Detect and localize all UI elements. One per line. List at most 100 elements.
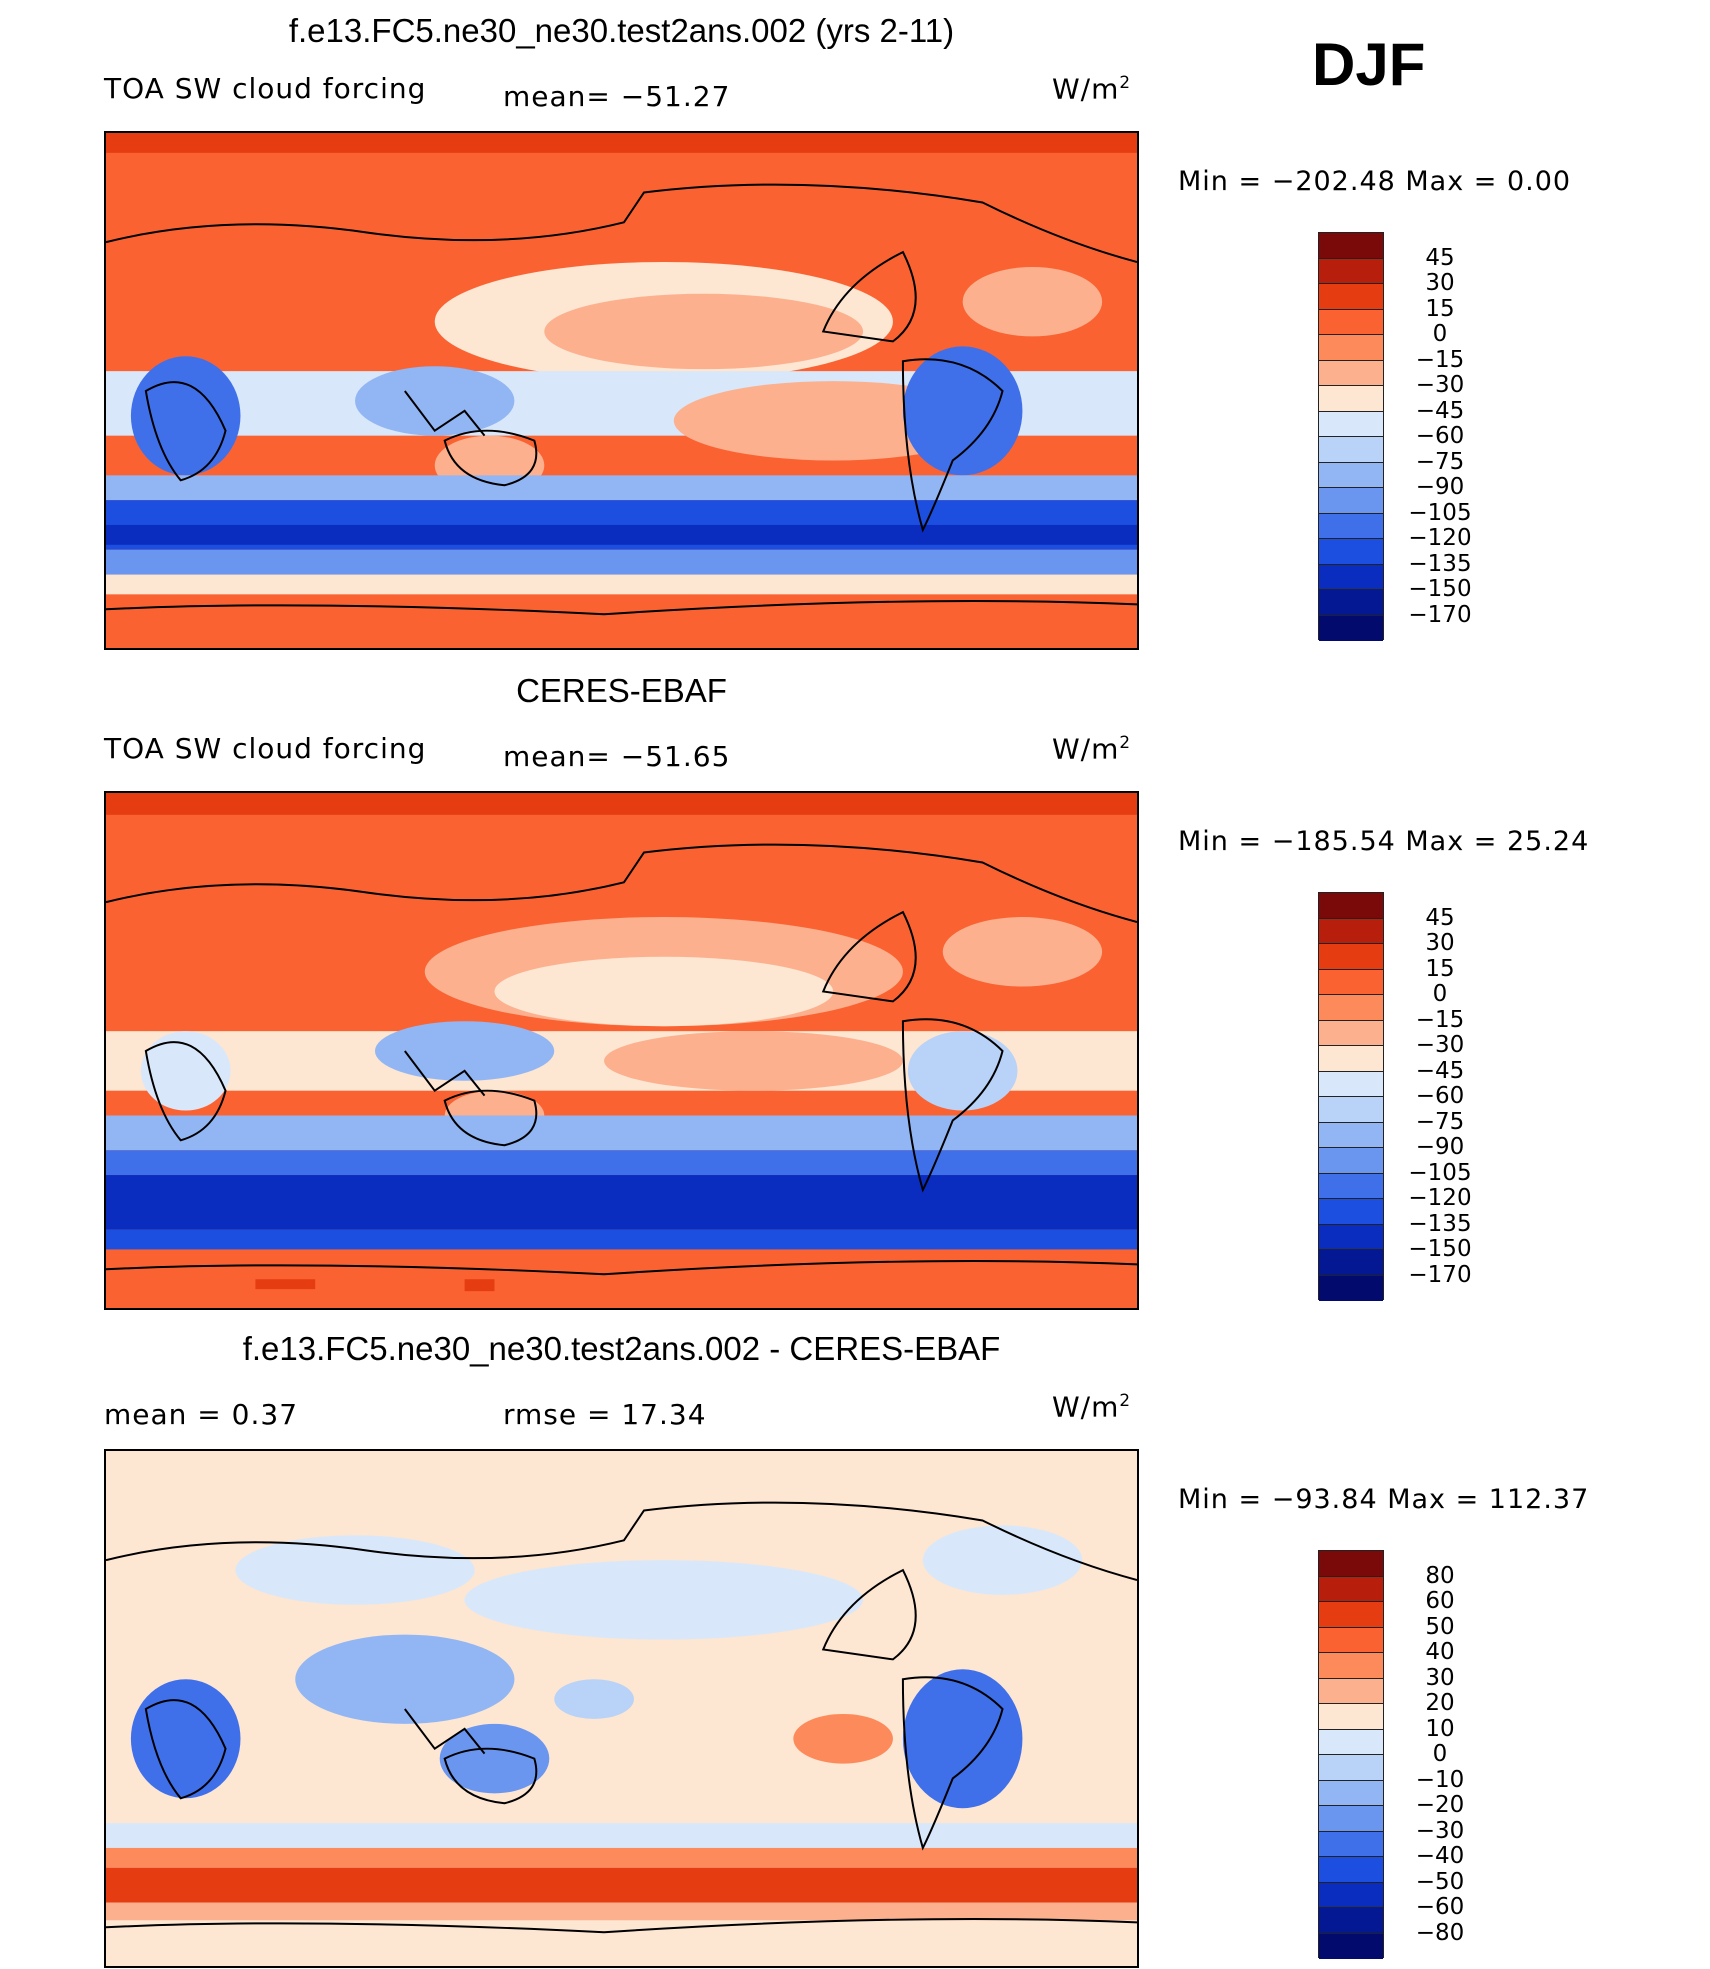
colorbar-tick-label: −75 — [1415, 1108, 1465, 1135]
colorbar-swatch — [1319, 284, 1383, 310]
colorbar-tick-label: 20 — [1425, 1690, 1455, 1716]
panel-3-colorbar — [1318, 1550, 1384, 1959]
colorbar-tick-label: 0 — [1432, 321, 1448, 347]
colorbar-tick-label: 15 — [1425, 295, 1455, 322]
panel-3-map — [104, 1449, 1139, 1968]
colorbar-swatch — [1319, 258, 1383, 284]
colorbar-tick-label: −30 — [1415, 1817, 1465, 1844]
colorbar-tick-label: −75 — [1415, 448, 1465, 475]
colorbar-swatch — [1319, 1551, 1383, 1577]
colorbar-swatch — [1319, 1857, 1383, 1883]
panel-1-colorbar — [1318, 232, 1384, 641]
colorbar-swatch — [1319, 1097, 1383, 1123]
colorbar-tick-label: −170 — [1408, 1261, 1472, 1288]
colorbar-tick-label: 15 — [1425, 955, 1455, 982]
colorbar-tick-label: −90 — [1415, 474, 1465, 500]
panel-3-units: W/m2 — [1052, 1390, 1132, 1424]
colorbar-tick-label: −15 — [1415, 346, 1465, 373]
colorbar-swatch — [1319, 1122, 1383, 1148]
colorbar-swatch — [1319, 1729, 1383, 1755]
colorbar-swatch — [1319, 1071, 1383, 1097]
colorbar-swatch — [1319, 386, 1383, 412]
colorbar-tick-label: −10 — [1415, 1766, 1465, 1793]
colorbar-tick-label: −150 — [1408, 1236, 1472, 1262]
colorbar-swatch — [1319, 918, 1383, 944]
colorbar-tick-label: 30 — [1425, 930, 1455, 956]
colorbar-tick-label: −120 — [1408, 525, 1472, 551]
colorbar-tick-label: 80 — [1425, 1562, 1455, 1589]
panel-2-variable-label: TOA SW cloud forcing — [104, 732, 427, 765]
colorbar-swatch — [1319, 1908, 1383, 1934]
colorbar-tick-label: −105 — [1408, 1159, 1472, 1186]
colorbar-swatch — [1319, 1250, 1383, 1276]
colorbar-swatch — [1319, 1275, 1383, 1301]
panel-2-min-max: Min = −185.54 Max = 25.24 — [1178, 826, 1590, 857]
panel-1-min-max: Min = −202.48 Max = 0.00 — [1178, 166, 1572, 197]
colorbar-swatch — [1319, 564, 1383, 590]
colorbar-tick-label: 50 — [1425, 1613, 1455, 1640]
panel-2-map — [104, 791, 1139, 1310]
colorbar-tick-label: −150 — [1408, 576, 1472, 602]
colorbar-tick-label: 40 — [1425, 1639, 1455, 1665]
colorbar-swatch — [1319, 309, 1383, 335]
colorbar-tick-label: −90 — [1415, 1134, 1465, 1160]
colorbar-tick-label: 30 — [1425, 270, 1455, 296]
panel-1-units: W/m2 — [1052, 72, 1132, 106]
colorbar-tick-label: −40 — [1415, 1843, 1465, 1869]
colorbar-swatch — [1319, 335, 1383, 361]
colorbar-swatch — [1319, 1046, 1383, 1072]
colorbar-swatch — [1319, 1704, 1383, 1730]
panel-2-title: CERES-EBAF — [516, 672, 727, 709]
colorbar-swatch — [1319, 1780, 1383, 1806]
colorbar-tick-label: −135 — [1408, 550, 1472, 577]
colorbar-tick-label: 10 — [1425, 1715, 1455, 1742]
colorbar-swatch — [1319, 1020, 1383, 1046]
colorbar-swatch — [1319, 1933, 1383, 1959]
colorbar-swatch — [1319, 1199, 1383, 1225]
colorbar-swatch — [1319, 462, 1383, 488]
colorbar-tick-label: −30 — [1415, 1032, 1465, 1058]
colorbar-swatch — [1319, 411, 1383, 437]
colorbar-tick-label: 0 — [1432, 1741, 1448, 1767]
colorbar-swatch — [1319, 969, 1383, 995]
colorbar-tick-label: −60 — [1415, 423, 1465, 449]
colorbar-swatch — [1319, 1831, 1383, 1857]
colorbar-swatch — [1319, 590, 1383, 616]
colorbar-tick-label: −15 — [1415, 1006, 1465, 1033]
colorbar-swatch — [1319, 1806, 1383, 1832]
colorbar-swatch — [1319, 1173, 1383, 1199]
colorbar-swatch — [1319, 1755, 1383, 1781]
colorbar-swatch — [1319, 1627, 1383, 1653]
colorbar-tick-label: −45 — [1415, 1057, 1465, 1084]
colorbar-swatch — [1319, 995, 1383, 1021]
season-label: DJF — [1312, 31, 1426, 98]
colorbar-tick-label: −60 — [1415, 1083, 1465, 1109]
colorbar-tick-label: 45 — [1425, 244, 1455, 271]
panel-1-title: f.e13.FC5.ne30_ne30.test2ans.002 (yrs 2-… — [288, 12, 955, 49]
colorbar-tick-label: −30 — [1415, 372, 1465, 398]
colorbar-tick-label: −20 — [1415, 1792, 1465, 1818]
colorbar-swatch — [1319, 893, 1383, 919]
panel-2-colorbar — [1318, 892, 1384, 1301]
colorbar-swatch — [1319, 360, 1383, 386]
colorbar-tick-label: −60 — [1415, 1894, 1465, 1920]
panel-1-map — [104, 131, 1139, 650]
colorbar-swatch — [1319, 513, 1383, 539]
colorbar-swatch — [1319, 615, 1383, 641]
colorbar-tick-label: −120 — [1408, 1185, 1472, 1211]
panel-3-title: f.e13.FC5.ne30_ne30.test2ans.002 - CERES… — [242, 1330, 1001, 1367]
colorbar-tick-label: −50 — [1415, 1868, 1465, 1895]
panel-3-rmse-label: rmse = 17.34 — [503, 1398, 707, 1431]
colorbar-swatch — [1319, 1653, 1383, 1679]
colorbar-tick-label: −45 — [1415, 397, 1465, 424]
colorbar-tick-label: −170 — [1408, 601, 1472, 628]
colorbar-swatch — [1319, 1224, 1383, 1250]
panel-3-mean-label: mean = 0.37 — [104, 1398, 299, 1431]
colorbar-swatch — [1319, 1148, 1383, 1174]
colorbar-tick-label: 60 — [1425, 1588, 1455, 1614]
colorbar-tick-label: −80 — [1415, 1919, 1465, 1946]
colorbar-swatch — [1319, 539, 1383, 565]
panel-2-units: W/m2 — [1052, 732, 1132, 766]
colorbar-tick-label: 30 — [1425, 1664, 1455, 1691]
panel-3-min-max: Min = −93.84 Max = 112.37 — [1178, 1484, 1590, 1515]
